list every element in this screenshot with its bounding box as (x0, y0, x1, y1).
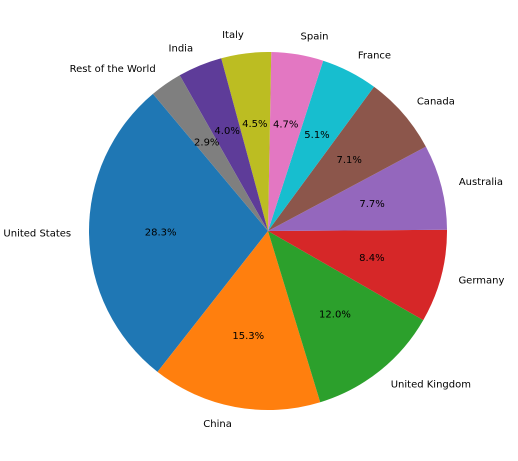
category-label-canada: Canada (417, 97, 455, 108)
percent-label-united-states: 28.3% (145, 227, 177, 238)
slice-china (157, 231, 321, 411)
percent-label-italy: 4.5% (242, 119, 267, 130)
percent-label-australia: 7.7% (359, 199, 384, 210)
slice-rest-of-the-world (152, 75, 268, 231)
slice-united-kingdom (268, 231, 424, 403)
percent-label-germany: 8.4% (359, 253, 384, 264)
slice-india (179, 58, 268, 232)
percent-labels: 28.3% 15.3% 12.0% 8.4% 7.7% 7.1% 5.1% 4.7% 4.5%4… (145, 119, 385, 342)
percent-label-canada: 7.1% (336, 155, 361, 166)
pie-slices (89, 52, 448, 411)
category-labels: United States China United Kingdom Germany A… (3, 30, 504, 430)
category-label-united-states: United States (3, 229, 71, 240)
slice-canada (268, 86, 426, 231)
category-label-italy: Italy (222, 30, 244, 41)
percent-label-spain: 4.7% (273, 120, 298, 131)
category-label-spain: Spain (301, 31, 329, 42)
category-label-france: France (358, 50, 391, 61)
slice-australia (268, 146, 447, 231)
percent-label-india: 4.0% (214, 126, 239, 137)
slice-germany (268, 229, 448, 321)
category-label-australia: Australia (459, 177, 503, 188)
category-label-india: India (169, 43, 194, 54)
percent-label-france: 5.1% (304, 130, 329, 141)
slice-italy (221, 52, 272, 232)
category-label-china: China (203, 419, 232, 430)
percent-label-united-kingdom: 12.0% (319, 309, 351, 320)
percent-label-china: 15.3% (232, 331, 264, 342)
slice-united-states (89, 93, 268, 372)
category-label-united-kingdom: United Kingdom (391, 379, 471, 390)
percent-label-rest-of-the-world: 2.9% (194, 137, 219, 148)
slice-france (268, 60, 375, 231)
slice-spain (268, 52, 324, 231)
category-label-germany: Germany (458, 276, 504, 287)
category-label-rest-of-the-world: Rest of the World (70, 64, 156, 75)
